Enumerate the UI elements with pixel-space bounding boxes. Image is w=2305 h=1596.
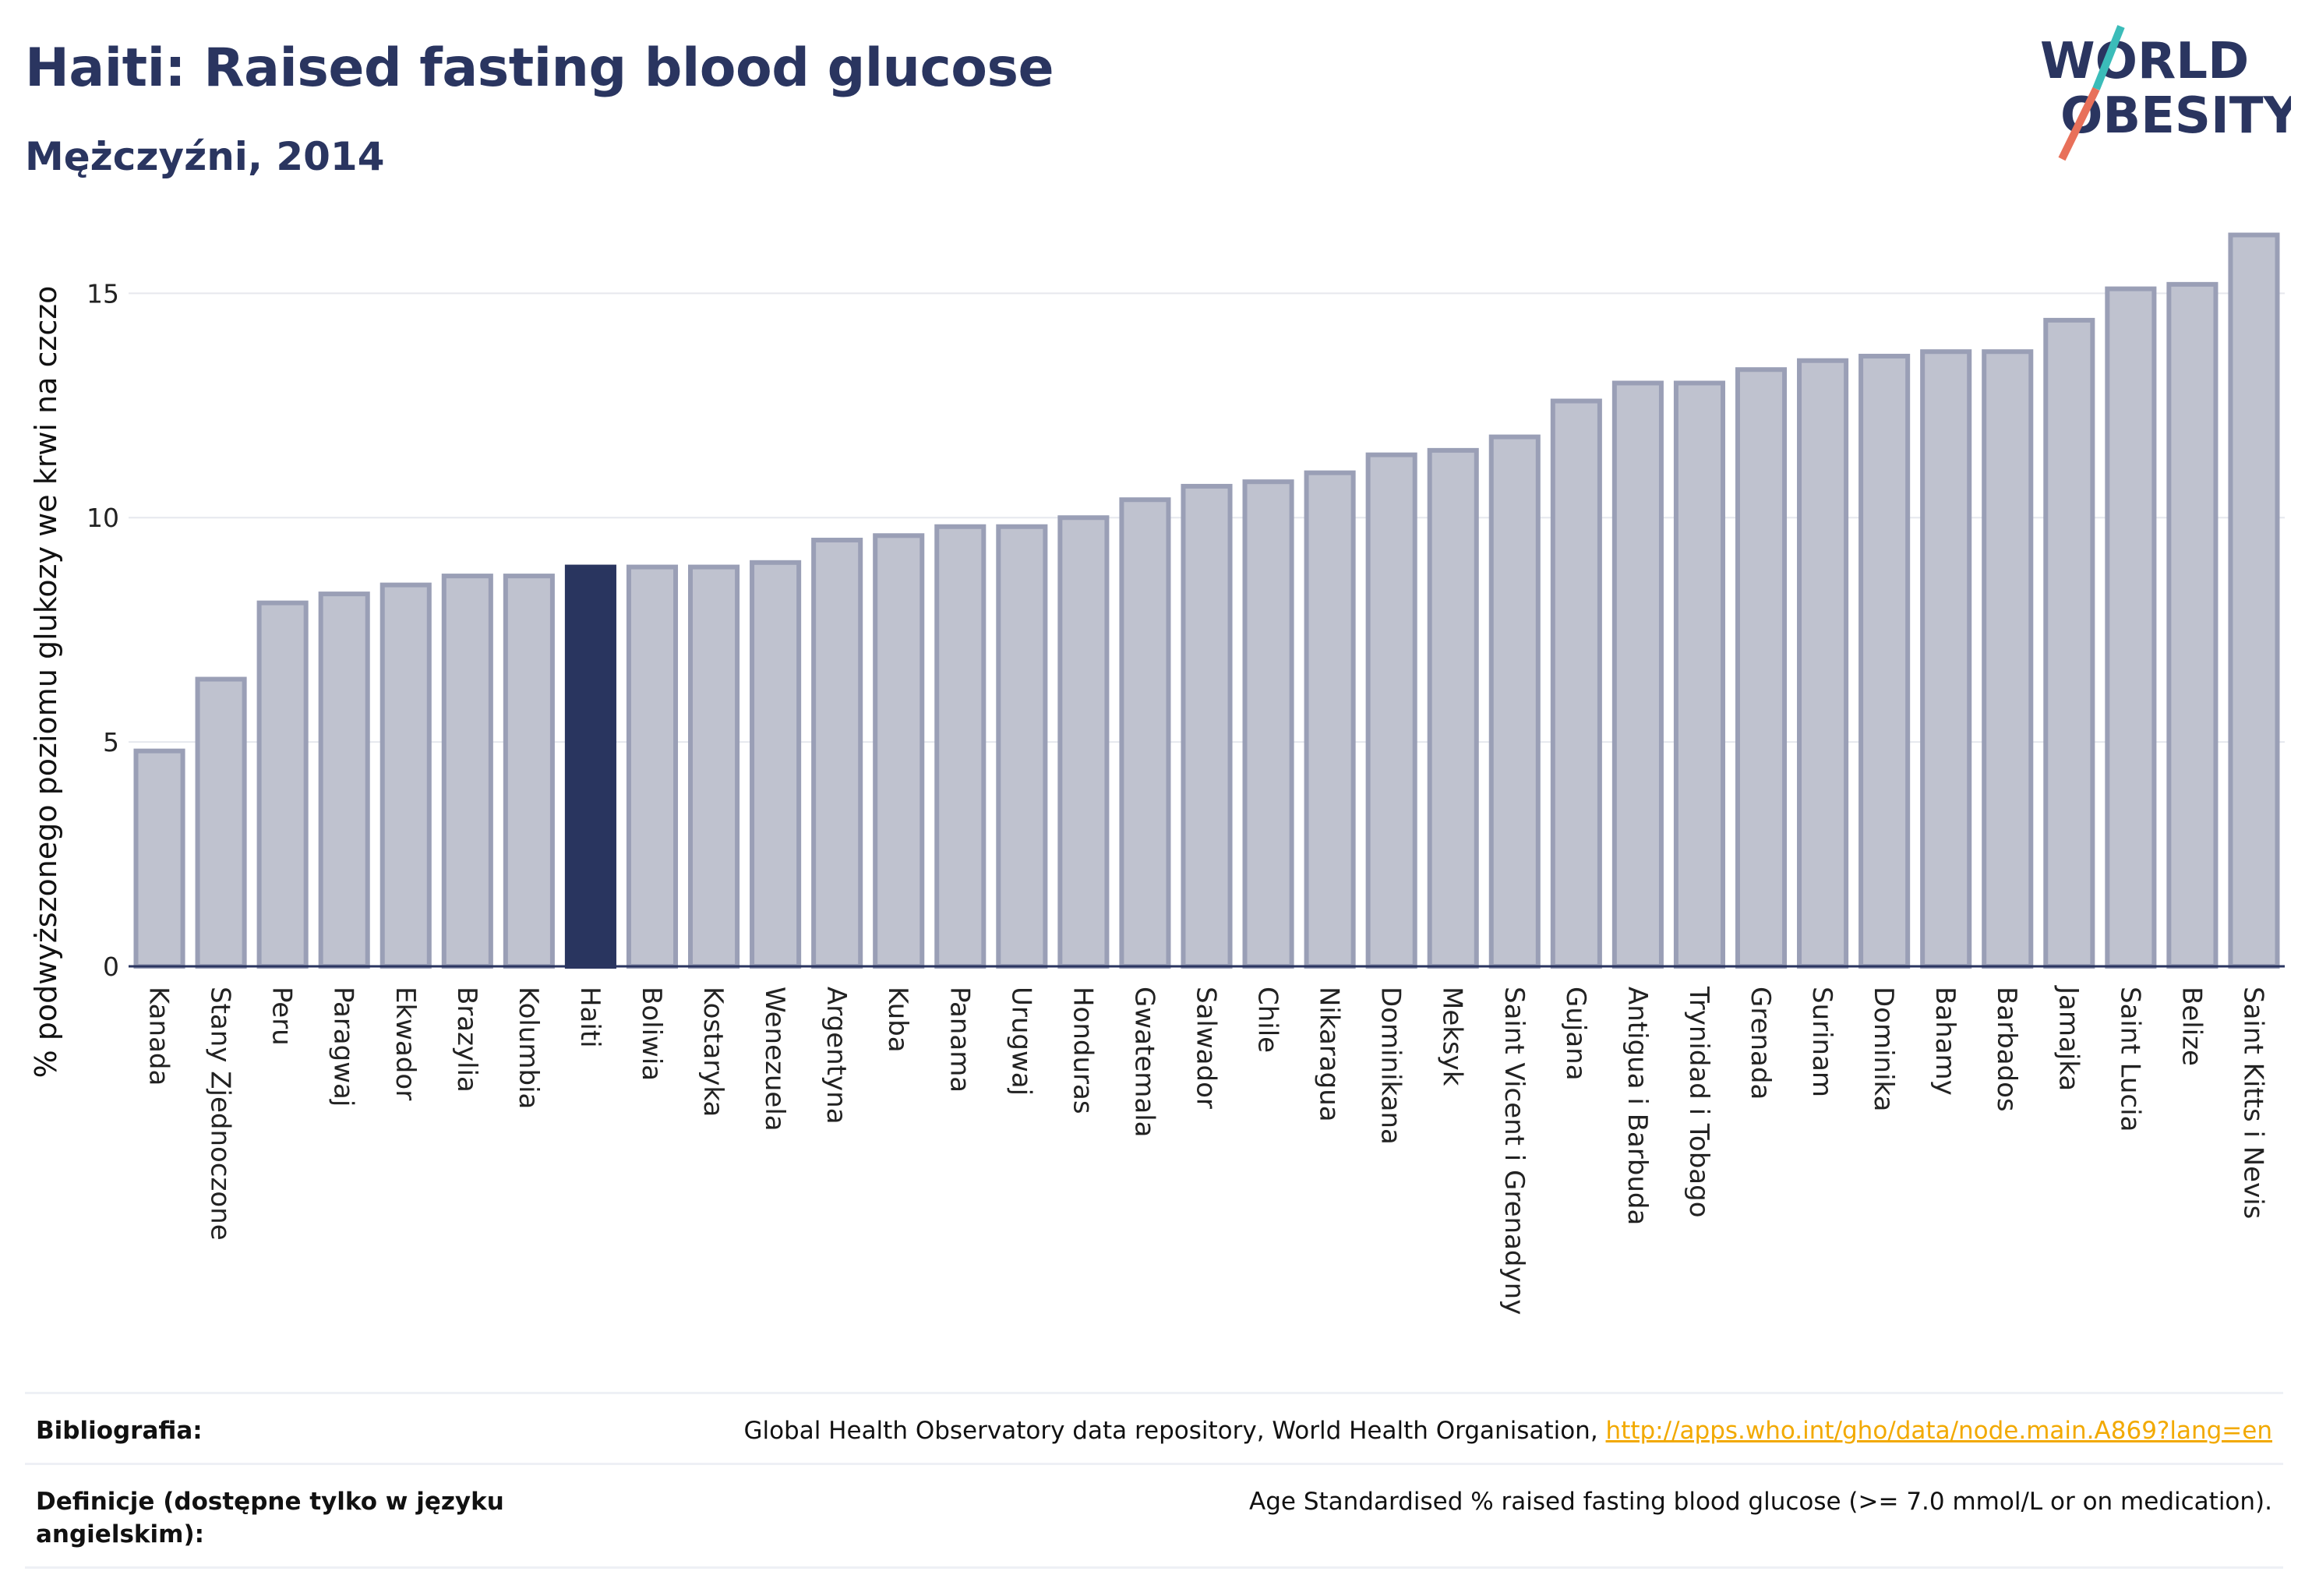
y-tick-labels: 0 5 10 15 [86, 278, 119, 982]
logo-line1: WORLD [2040, 33, 2249, 90]
logo-teal-slash [2092, 25, 2125, 90]
x-category-labels: Kanada Stany Zjednoczone Peru Paragwaj Ekwad… [143, 985, 2269, 1315]
bar [503, 574, 555, 969]
x-category-label: Peru [267, 987, 298, 1046]
x-category-label: Kanada [143, 987, 175, 1086]
bar-chart: 0 5 10 15 Kanada Stany Zjednoczone Peru Paragw… [29, 232, 2285, 1315]
bar [1119, 497, 1171, 969]
x-category-label: Bahamy [1929, 987, 1961, 1096]
x-category-label: Panama [944, 987, 975, 1093]
bar [1673, 380, 1725, 969]
bar [1427, 447, 1479, 969]
bar [1920, 349, 1972, 969]
x-category-label: Kolumbia [513, 987, 544, 1109]
bar [2043, 317, 2095, 969]
bar [626, 564, 679, 969]
bar [1735, 367, 1788, 969]
bibliography-text: Global Health Observatory data repositor… [743, 1417, 1606, 1445]
logo-coral-slash [2058, 87, 2100, 161]
definitions-value: Age Standardised % raised fasting blood … [1249, 1488, 2272, 1516]
x-category-label: Barbados [1991, 987, 2022, 1112]
bar [996, 524, 1048, 969]
x-category-label: Surinam [1806, 987, 1837, 1097]
x-category-label: Stany Zjednoczone [205, 987, 236, 1241]
bar [1365, 452, 1417, 969]
x-category-label: Wenezuela [759, 987, 790, 1132]
x-category-label: Kuba [882, 987, 913, 1053]
x-category-label: Brazylia [451, 987, 482, 1093]
bar [441, 574, 493, 969]
x-category-label: Antigua i Barbuda [1622, 987, 1653, 1225]
bar [1550, 398, 1602, 969]
x-category-label: Saint Kitts i Nevis [2237, 987, 2268, 1219]
x-category-label: Gujana [1560, 987, 1591, 1081]
bar [2105, 286, 2157, 969]
bar [1858, 353, 1911, 969]
bar [811, 538, 863, 969]
bar [1611, 380, 1664, 969]
bar [934, 524, 987, 969]
bar [1181, 483, 1233, 969]
bibliography-value: Global Health Observatory data repositor… [743, 1414, 2272, 1447]
x-category-label: Jamajka [2053, 985, 2084, 1091]
bar [1057, 515, 1110, 969]
logo-line2: OBESITY [2060, 87, 2291, 145]
y-axis-label: % podwyższonego poziomu glukozy we krwi … [29, 286, 63, 1079]
bar [195, 676, 247, 969]
bar [256, 600, 309, 969]
chart-subtitle: Mężczyźni, 2014 [25, 134, 385, 179]
footer-table: Bibliografia: Global Health Observatory … [25, 1392, 2283, 1569]
x-category-label: Urugwaj [1005, 987, 1036, 1096]
bar [2166, 281, 2219, 969]
bar [750, 560, 802, 969]
chart-title: Haiti: Raised fasting blood glucose [25, 37, 1054, 99]
x-category-label: Ekwador [390, 987, 421, 1100]
x-category-label: Gwatemala [1128, 987, 1160, 1137]
y-tick-label: 5 [103, 727, 119, 757]
bar [1304, 470, 1356, 969]
bar [1488, 434, 1541, 969]
bar [1797, 358, 1849, 969]
y-tick-label: 10 [86, 503, 119, 533]
bar [379, 582, 432, 969]
x-category-label: Meksyk [1437, 987, 1468, 1086]
bar [564, 564, 616, 969]
bar [1982, 349, 2034, 969]
x-category-label: Kostaryka [697, 987, 729, 1117]
bar [688, 564, 740, 969]
x-category-label: Dominikana [1375, 987, 1407, 1145]
x-category-label: Haiti [574, 987, 605, 1048]
x-category-label: Honduras [1067, 987, 1098, 1114]
x-category-label: Chile [1252, 987, 1283, 1053]
x-category-label: Paragwaj [328, 987, 359, 1107]
x-category-label: Grenada [1745, 987, 1776, 1100]
x-category-label: Dominika [1868, 987, 1899, 1111]
x-category-label: Argentyna [821, 987, 852, 1125]
bar [318, 591, 370, 969]
x-category-label: Belize [2176, 987, 2207, 1066]
bar [873, 533, 925, 969]
bibliography-link[interactable]: http://apps.who.int/gho/data/node.main.A… [1605, 1417, 2272, 1445]
world-obesity-logo: WORLD OBESITY [2040, 25, 2291, 161]
definitions-label: Definicje (dostępne tylko w języku angie… [36, 1488, 504, 1548]
bibliography-row: Bibliografia: Global Health Observatory … [25, 1392, 2283, 1463]
bibliography-label: Bibliografia: [36, 1417, 203, 1445]
bar [1242, 479, 1294, 969]
x-category-label: Nikaragua [1314, 987, 1345, 1122]
definitions-row: Definicje (dostępne tylko w języku angie… [25, 1463, 2283, 1569]
y-tick-label: 15 [86, 278, 119, 309]
x-category-label: Trynidad i Tobago [1683, 986, 1714, 1218]
bar [2228, 232, 2280, 969]
x-category-label: Saint Lucia [2114, 987, 2145, 1132]
bar [133, 748, 185, 969]
bars [133, 232, 2280, 969]
y-tick-label: 0 [103, 952, 119, 982]
x-category-label: Salwador [1191, 987, 1222, 1109]
x-category-label: Boliwia [636, 987, 667, 1081]
x-category-label: Saint Vicent i Grenadyny [1498, 987, 1530, 1315]
